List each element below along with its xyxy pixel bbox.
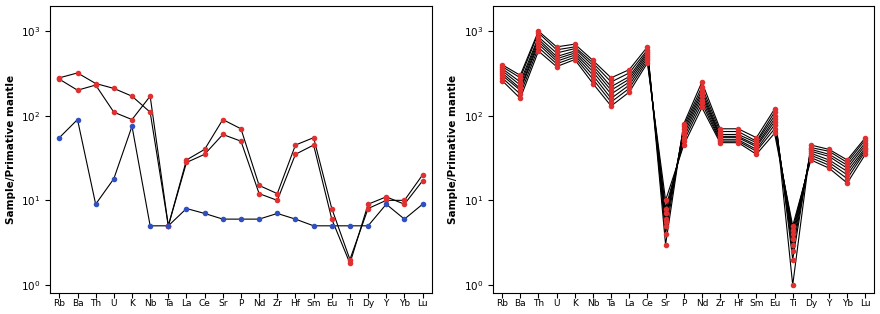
Y-axis label: Sample/Primative mantle: Sample/Primative mantle [448,75,458,224]
Y-axis label: Sample/Primative mantle: Sample/Primative mantle [5,75,16,224]
